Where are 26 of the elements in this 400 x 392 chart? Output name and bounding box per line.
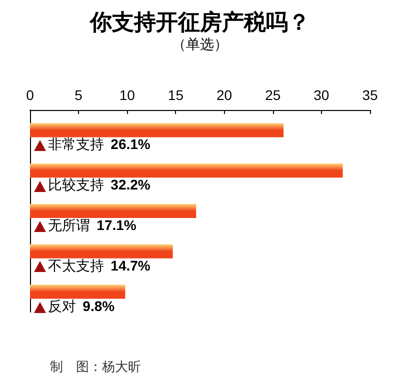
bar [30,164,343,178]
y-tick-label: 反对 [48,298,76,314]
data-label: 9.8% [82,298,116,314]
bar [30,284,126,299]
x-tick-label: 25 [265,87,281,103]
data-label: 14.7% [110,257,151,274]
y-tick-label: 非常支持 [48,136,104,152]
x-tick-label: 5 [74,87,83,103]
x-tick-label: 10 [119,87,136,103]
x-tick-label: 20 [216,87,232,103]
text: 制 图：杨大昕 [50,359,141,374]
data-label: 32.2% [110,176,151,193]
data-label: 17.1% [96,217,137,233]
bar [30,204,196,218]
y-tick-label: 比较支持 [48,176,104,193]
chart-subtitle: （单选） [172,36,228,52]
x-tick-label: 30 [314,87,330,103]
chart-title: 你支持开征房产税吗？ [89,10,310,34]
x-tick-label: 15 [168,87,184,103]
x-tick-label: 35 [362,87,378,103]
bar [30,123,284,138]
y-tick-label: 不太支持 [48,257,104,274]
bar [30,244,173,258]
y-tick-label: 无所谓 [48,217,90,233]
data-label: 26.1% [110,136,151,152]
x-tick-label: 0 [26,87,34,103]
